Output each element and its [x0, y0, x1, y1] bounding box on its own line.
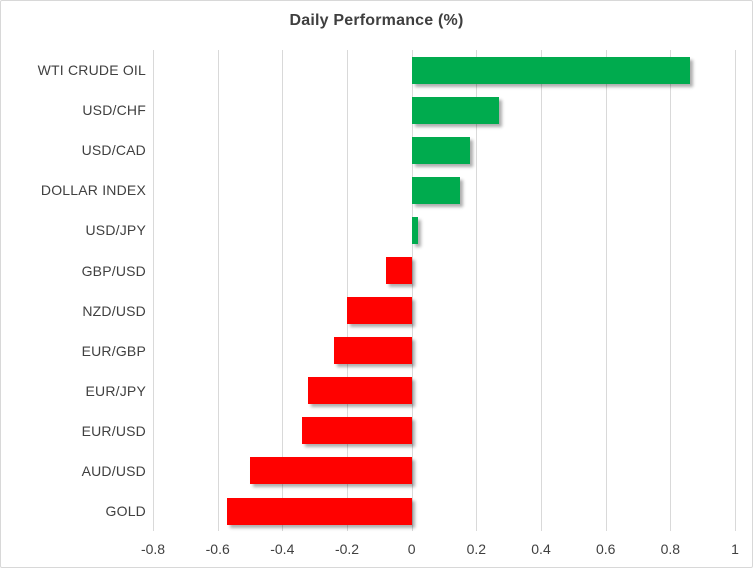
- category-label-usd-jpy: USD/JPY: [85, 222, 146, 239]
- tick-label-0.6: 0.6: [595, 541, 616, 557]
- category-label-gold: GOLD: [105, 503, 146, 519]
- gridline-0.8: [670, 50, 672, 531]
- gridline--0.2: [347, 50, 348, 531]
- tick-label-0: 0: [407, 541, 416, 557]
- bar-usd-chf: [411, 96, 499, 124]
- tick-label--0.8: -0.8: [140, 541, 166, 557]
- bar-gold: [227, 497, 412, 525]
- bar-eur-jpy: [308, 377, 412, 405]
- category-label-gbp-usd: GBP/USD: [81, 262, 146, 279]
- bar-eur-usd: [301, 417, 412, 445]
- tick-label-0.2: 0.2: [466, 541, 487, 557]
- chart-title: Daily Performance (%): [289, 12, 464, 29]
- tick-label-1: 1: [731, 541, 739, 557]
- gridline-0.6: [605, 50, 607, 531]
- category-label-wti-crude-oil: WTI CRUDE OIL: [37, 62, 146, 78]
- bar-nzd-usd: [347, 297, 412, 324]
- category-label-eur-usd: EUR/USD: [81, 422, 146, 439]
- gridline--0.6: [217, 50, 219, 531]
- gridline-0.2: [476, 50, 478, 531]
- gridline--0.4: [282, 50, 284, 531]
- plot-area: [153, 50, 736, 531]
- gridline-0: [411, 50, 413, 531]
- value-axis-labels: -0.8 -0.6 -0.4 -0.2 0 0.2 0.4 0.6 0.8 1: [141, 541, 739, 559]
- tick-label-0.4: 0.4: [531, 541, 551, 557]
- tick-label--0.4: -0.4: [270, 541, 295, 557]
- category-label-aud-usd: AUD/USD: [81, 462, 146, 479]
- category-label-dollar-index: DOLLAR INDEX: [40, 182, 146, 199]
- bar-wti-crude-oil: [411, 56, 690, 84]
- category-label-usd-cad: USD/CAD: [81, 142, 146, 159]
- category-label-usd-chf: USD/CHF: [82, 102, 146, 119]
- category-label-eur-jpy: EUR/JPY: [85, 382, 146, 399]
- tick-label--0.2: -0.2: [334, 541, 360, 557]
- gridline-0.4: [541, 50, 542, 531]
- bar-usd-cad: [411, 136, 470, 164]
- bar-dollar-index: [411, 176, 461, 204]
- category-label-nzd-usd: NZD/USD: [82, 302, 146, 319]
- category-axis-labels: WTI CRUDE OIL USD/CHF USD/CAD DOLLAR INDEX U…: [1, 50, 146, 531]
- bar-usd-jpy: [411, 216, 419, 244]
- tick-label--0.6: -0.6: [205, 541, 230, 557]
- tick-label-0.8: 0.8: [660, 541, 681, 557]
- bar-eur-gbp: [334, 337, 412, 365]
- gridline--0.8: [153, 50, 154, 531]
- gridline-1: [735, 50, 736, 531]
- category-label-eur-gbp: EUR/GBP: [81, 342, 146, 359]
- bar-gbp-usd: [385, 257, 412, 284]
- bar-aud-usd: [250, 457, 412, 485]
